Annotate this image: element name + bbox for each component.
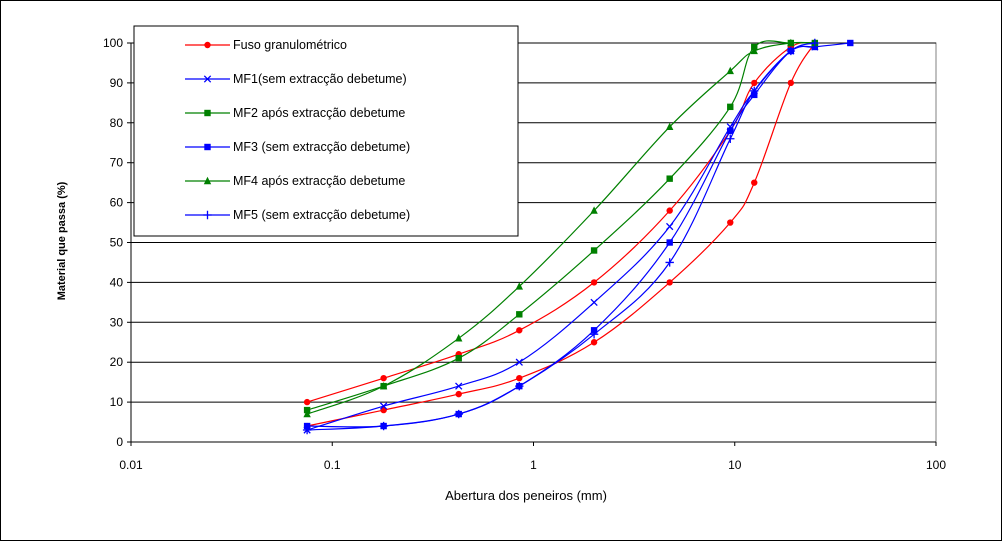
data-point <box>515 358 523 366</box>
data-point <box>516 311 523 318</box>
data-point <box>302 425 312 435</box>
legend-marker <box>203 75 212 83</box>
series-line <box>306 45 815 431</box>
legend-entry: MF2 após extracção debetume <box>185 106 405 120</box>
series-5 <box>303 38 819 418</box>
data-point <box>590 206 598 214</box>
x-axis-title: Abertura dos peneiros (mm) <box>445 488 607 503</box>
x-tick-label: 10 <box>728 458 742 472</box>
data-point <box>379 421 388 431</box>
legend-marker <box>203 176 212 185</box>
data-point <box>380 374 387 382</box>
legend-marker <box>203 210 212 220</box>
legend-marker <box>204 143 211 151</box>
data-point <box>726 134 735 143</box>
data-point <box>665 122 674 130</box>
data-point <box>379 381 388 390</box>
data-point <box>810 38 820 48</box>
data-point <box>666 207 673 214</box>
y-tick-label: 20 <box>110 355 124 369</box>
data-point <box>787 79 795 87</box>
x-tick-label: 0.1 <box>324 458 341 472</box>
data-point <box>590 339 598 346</box>
data-point <box>787 38 795 47</box>
legend-label: MF2 após extracção debetume <box>233 106 405 120</box>
data-point <box>750 86 759 96</box>
x-tick-label: 0.01 <box>119 458 143 472</box>
data-point <box>750 46 758 55</box>
data-point <box>303 398 311 406</box>
legend-label: MF1(sem extracção debetume) <box>233 72 407 86</box>
data-point <box>727 103 734 111</box>
legend-entry: MF1(sem extracção debetume) <box>185 72 407 86</box>
data-point <box>589 330 599 339</box>
legend-entry: Fuso granulométrico <box>185 38 347 52</box>
data-point <box>516 374 523 382</box>
data-point <box>590 298 598 307</box>
legend-box <box>133 25 519 237</box>
series-6 <box>302 38 820 435</box>
data-point <box>727 219 734 226</box>
data-point <box>786 46 796 56</box>
tick-labels: 0 10 20 30 40 50 60 70 80 90 100 0.01 0.1 1 10 100 <box>103 36 946 472</box>
y-tick-label: 80 <box>110 116 124 130</box>
data-point <box>454 409 463 419</box>
y-tick-label: 100 <box>103 36 123 50</box>
series-line <box>307 42 815 431</box>
data-point <box>303 409 311 418</box>
y-axis-title: Material que passa (%) <box>56 181 68 300</box>
data-point <box>666 279 673 286</box>
y-tick-label: 50 <box>110 236 124 250</box>
legend: Fuso granulométrico MF1(sem extracção deb… <box>133 25 519 237</box>
legend-label: Fuso granulométrico <box>233 38 347 52</box>
data-point <box>666 222 674 231</box>
data-point <box>455 390 462 398</box>
y-tick-label: 90 <box>110 76 124 90</box>
series-line <box>306 40 815 411</box>
x-tick-label: 100 <box>926 458 946 472</box>
data-point <box>751 79 758 87</box>
y-tick-label: 60 <box>110 196 124 210</box>
data-point <box>666 239 673 246</box>
legend-marker <box>204 109 211 117</box>
y-tick-label: 40 <box>110 275 124 289</box>
series-line <box>306 41 815 403</box>
data-point <box>590 247 598 254</box>
data-point <box>726 66 734 75</box>
data-point <box>379 402 388 410</box>
legend-entry: MF4 após extracção debetume <box>185 174 405 188</box>
curves <box>302 38 854 435</box>
data-point <box>516 327 523 334</box>
data-point <box>590 279 598 286</box>
legend-label: MF4 após extracção debetume <box>233 174 405 188</box>
series-line <box>306 41 815 415</box>
data-point <box>455 382 463 390</box>
data-point <box>515 381 524 391</box>
y-tick-label: 0 <box>116 435 123 449</box>
data-point <box>666 175 673 182</box>
legend-marker <box>204 41 211 49</box>
legend-label: MF3 (sem extracção debetume) <box>233 140 410 154</box>
data-point <box>847 39 854 47</box>
series-line <box>306 42 816 427</box>
data-point <box>455 334 463 342</box>
data-point <box>515 282 523 290</box>
y-tick-label: 30 <box>110 315 124 329</box>
y-tick-label: 10 <box>110 395 124 409</box>
y-tick-label: 70 <box>110 156 124 170</box>
data-point <box>727 127 734 134</box>
legend-entry: MF3 (sem extracção debetume) <box>185 140 410 154</box>
data-point <box>455 355 462 362</box>
axes <box>127 42 937 446</box>
x-tick-label: 1 <box>530 458 537 472</box>
legend-entry: MF5 (sem extracção debetume) <box>185 208 410 222</box>
data-point <box>751 179 758 186</box>
legend-label: MF5 (sem extracção debetume) <box>233 208 410 222</box>
data-point <box>665 258 674 267</box>
